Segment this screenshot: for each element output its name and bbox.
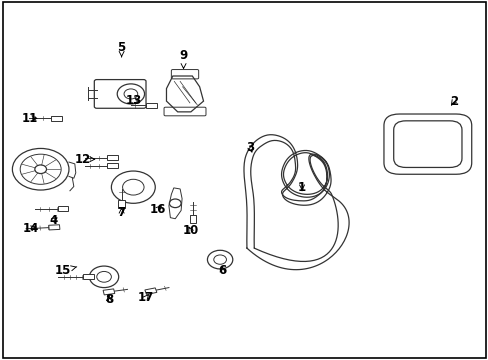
Text: 17: 17 <box>138 291 154 304</box>
Text: 6: 6 <box>218 264 226 277</box>
Polygon shape <box>51 116 62 121</box>
Text: 8: 8 <box>104 293 113 306</box>
Text: 11: 11 <box>22 112 38 125</box>
Polygon shape <box>166 76 203 112</box>
Polygon shape <box>168 188 182 219</box>
Text: 1: 1 <box>297 181 305 194</box>
Polygon shape <box>107 163 118 168</box>
Text: 13: 13 <box>125 94 141 107</box>
Text: 12: 12 <box>74 153 95 166</box>
Polygon shape <box>83 274 94 279</box>
Polygon shape <box>58 206 68 211</box>
Polygon shape <box>49 225 60 230</box>
Text: 16: 16 <box>149 203 165 216</box>
Polygon shape <box>118 201 124 208</box>
Text: 15: 15 <box>55 264 77 277</box>
Polygon shape <box>103 289 115 295</box>
Polygon shape <box>146 103 157 108</box>
Text: 3: 3 <box>246 141 254 154</box>
Polygon shape <box>107 156 118 160</box>
Text: 4: 4 <box>49 214 58 227</box>
Text: 2: 2 <box>449 95 457 108</box>
Text: 5: 5 <box>117 41 125 57</box>
Text: 7: 7 <box>117 206 125 219</box>
Text: 9: 9 <box>179 49 187 68</box>
Polygon shape <box>144 288 157 294</box>
Text: 10: 10 <box>183 224 199 238</box>
Text: 14: 14 <box>23 222 39 235</box>
Polygon shape <box>190 215 196 223</box>
